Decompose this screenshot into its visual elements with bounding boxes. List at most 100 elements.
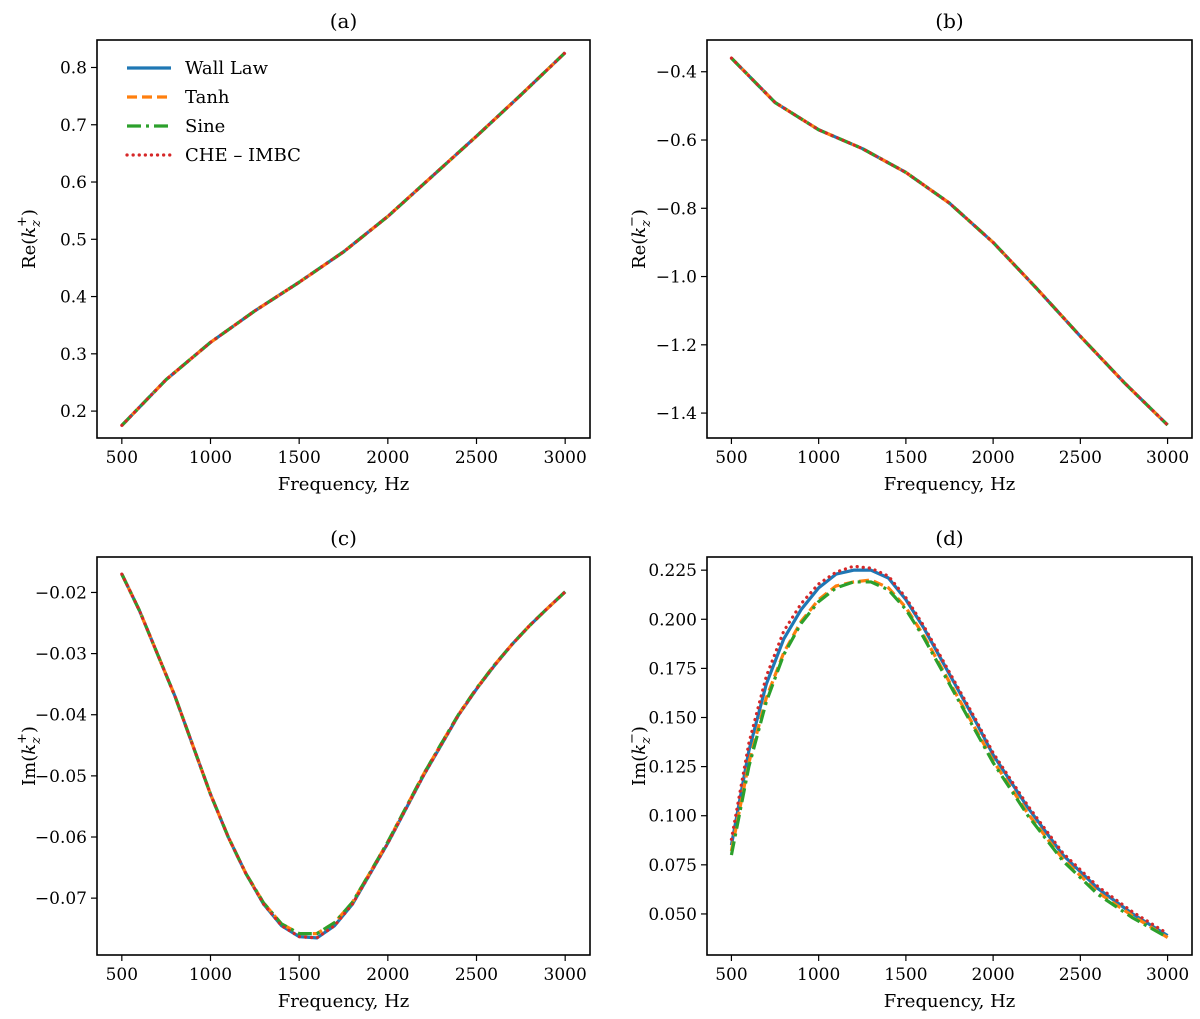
panel-a-ytick-label: 0.6 [60, 173, 87, 193]
panel-d-ytick-label: 0.125 [648, 758, 697, 778]
panel-a-ylabel-sup: + [15, 216, 30, 227]
panel-b-ytick-label: −0.8 [656, 199, 697, 219]
panel-c-ytick-label: −0.02 [35, 583, 87, 603]
panel-d-xtick-label: 2000 [971, 965, 1014, 985]
panel-a-ytick-label: 0.2 [60, 402, 87, 422]
panel-c-ylabel: Im(kz+) [15, 726, 44, 786]
panel-d-xlabel: Frequency, Hz [884, 991, 1016, 1012]
panel-d-xtick-label: 500 [715, 965, 747, 985]
panel-d-series-wall-law [729, 568, 1169, 937]
panel-a-ytick-label: 0.8 [60, 58, 87, 78]
panel-d-series-tanh [729, 578, 1169, 939]
panel-c-xtick-label: 3000 [544, 965, 587, 985]
legend-label-sine: Sine [185, 116, 225, 137]
panel-b-series-sine [730, 56, 1169, 427]
panel-a-ytick-label: 0.4 [60, 288, 87, 308]
panel-c-ylabel-main: Im( [19, 755, 40, 786]
panel-c-series-che-imbc [120, 572, 567, 940]
panel-d-ylabel: Im(kz−) [625, 726, 654, 786]
panel-c-ytick-label: −0.05 [35, 767, 87, 787]
panel-c-ytick-label: −0.07 [35, 889, 87, 909]
panel-c-xtick-label: 500 [106, 965, 138, 985]
panel-c-series-sine [120, 573, 567, 936]
panel-c-ytick-label: −0.06 [35, 828, 87, 848]
panel-b-xtick-label: 500 [715, 448, 747, 468]
panel-b-xtick-label: 2000 [971, 448, 1014, 468]
legend-label-wall-law: Wall Law [185, 58, 269, 79]
panel-d-ytick-label: 0.150 [648, 708, 697, 728]
panel-d-xtick-label: 1000 [797, 965, 840, 985]
panel-a-xtick-label: 1000 [189, 448, 232, 468]
panel-c-ylabel-sub: z [29, 737, 44, 745]
panel-b-xtick-label: 2500 [1059, 448, 1102, 468]
panel-d-ytick-label: 0.050 [648, 905, 697, 925]
panel-a-xtick-label: 3000 [544, 448, 587, 468]
panel-d-frame [706, 556, 1193, 956]
panel-d-title: (d) [935, 526, 963, 550]
panel-d-series-che-imbc [729, 564, 1170, 936]
panel-c-ylabel-var: k [19, 744, 40, 755]
panel-c-xlabel: Frequency, Hz [278, 991, 410, 1012]
panel-b-series-group [729, 56, 1170, 427]
panel-c: (c) 500 1000 1500 2000 2500 3000 −0.07 −0.06 −0.0… [15, 526, 591, 1012]
panel-d-ylabel-close: ) [629, 726, 650, 733]
panel-b-ylabel-close: ) [629, 209, 650, 216]
panel-a-series-che-imbc [120, 51, 567, 427]
panel-c-xtick-label: 1500 [278, 965, 321, 985]
panel-b-series-che-imbc [729, 56, 1170, 427]
panel-a-series-sine [120, 51, 567, 427]
panel-b-ytick-label: −1.4 [656, 404, 697, 424]
panel-c-ytick-label: −0.03 [35, 645, 87, 665]
panel-b-ytick-label: −0.4 [656, 63, 697, 83]
panel-b-title: (b) [935, 9, 963, 33]
panel-a-ylabel-sub: z [29, 220, 44, 228]
panel-d-ylabel-sup: − [625, 733, 640, 744]
panel-c-ylabel-close: ) [19, 726, 40, 733]
panel-b-ylabel-main: Re( [629, 238, 650, 269]
legend: Wall Law Tanh Sine CHE – IMBC [125, 58, 301, 166]
panel-b-series-tanh [730, 56, 1169, 427]
panel-b-ytick-label: −0.6 [656, 131, 697, 151]
panel-d-ylabel-main: Im( [629, 755, 650, 786]
panel-a-ytick-label: 0.3 [60, 345, 87, 365]
panel-c-series-group [120, 572, 567, 940]
panel-a-xtick-label: 2000 [366, 448, 409, 468]
panel-d-series-sine [729, 580, 1169, 939]
panel-d-ylabel-var: k [629, 744, 650, 755]
panel-d-ytick-label: 0.100 [648, 807, 697, 827]
panel-a-xtick-label: 500 [106, 448, 138, 468]
panel-b-ylabel-sup: − [625, 216, 640, 227]
panel-c-xtick-label: 1000 [189, 965, 232, 985]
panel-c-series-wall-law [120, 573, 567, 940]
legend-label-che-imbc: CHE – IMBC [185, 145, 301, 166]
panel-b-series-wall-law [730, 56, 1169, 427]
panel-c-xtick-label: 2500 [455, 965, 498, 985]
panel-b-xtick-label: 1000 [797, 448, 840, 468]
panel-d-ytick-label: 0.225 [648, 561, 697, 581]
panel-a-series-group [120, 51, 567, 427]
panel-d-xtick-label: 1500 [884, 965, 927, 985]
panel-a-ylabel-main: Re( [19, 238, 40, 269]
panel-a-ylabel-close: ) [19, 209, 40, 216]
panel-a-xlabel: Frequency, Hz [278, 474, 410, 495]
panel-d: (d) 500 1000 1500 2000 2500 3000 0.050 0.075 0.10… [625, 526, 1193, 1012]
panel-c-ylabel-sup: + [15, 733, 30, 744]
panel-b-xtick-label: 1500 [884, 448, 927, 468]
panel-b-ylabel-sub: z [639, 220, 654, 228]
panel-a-ylabel-var: k [19, 227, 40, 238]
panel-c-title: (c) [330, 526, 357, 550]
panel-c-series-tanh [120, 573, 567, 936]
panel-b: (b) 500 1000 1500 2000 2500 3000 −1.4 −1.2 −1.0 −0… [625, 9, 1193, 495]
panel-d-xtick-label: 2500 [1059, 965, 1102, 985]
panel-b-frame [706, 39, 1193, 439]
panel-a-xtick-label: 2500 [455, 448, 498, 468]
panel-c-frame [96, 556, 591, 956]
panel-a-ylabel: Re(kz+) [15, 209, 44, 269]
panel-c-ytick-label: −0.04 [35, 706, 87, 726]
panel-c-xtick-label: 2000 [366, 965, 409, 985]
panel-a-ytick-label: 0.5 [60, 230, 87, 250]
panel-b-ylabel-var: k [629, 227, 650, 238]
panel-a-ytick-label: 0.7 [60, 116, 87, 136]
panel-b-ytick-label: −1.0 [656, 268, 697, 288]
